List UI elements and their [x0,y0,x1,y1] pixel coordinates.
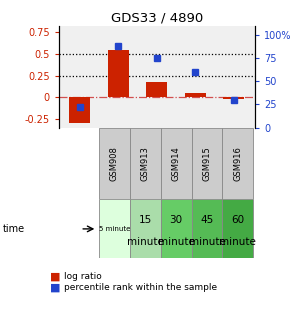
Text: 30: 30 [170,215,183,225]
Text: minute: minute [127,237,163,247]
Text: 15: 15 [139,215,152,225]
Text: percentile rank within the sample: percentile rank within the sample [64,283,218,292]
Text: 5 minute: 5 minute [98,226,130,232]
Bar [192,128,222,199]
Text: GSM908: GSM908 [110,146,119,181]
Bar [222,199,253,258]
Text: time: time [3,224,25,234]
Bar [130,199,161,258]
Bar [99,199,130,258]
Bar [108,50,129,97]
Bar [161,128,192,199]
Bar [146,82,167,97]
Bar [222,128,253,199]
Text: ■: ■ [50,283,60,293]
Text: GSM914: GSM914 [172,146,180,181]
Text: minute: minute [189,237,225,247]
Text: 60: 60 [231,215,244,225]
Bar [99,128,130,199]
Text: minute: minute [158,237,195,247]
Text: GSM916: GSM916 [234,146,242,181]
Bar [130,128,161,199]
Bar [185,93,206,97]
Bar [69,97,90,123]
Bar [192,199,222,258]
Title: GDS33 / 4890: GDS33 / 4890 [111,12,203,25]
Text: GSM915: GSM915 [202,146,212,181]
Text: GSM913: GSM913 [141,146,150,181]
Text: ■: ■ [50,271,60,281]
Text: log ratio: log ratio [64,272,102,281]
Text: 45: 45 [200,215,214,225]
Text: minute: minute [219,237,256,247]
Bar [223,97,244,99]
Bar [161,199,192,258]
